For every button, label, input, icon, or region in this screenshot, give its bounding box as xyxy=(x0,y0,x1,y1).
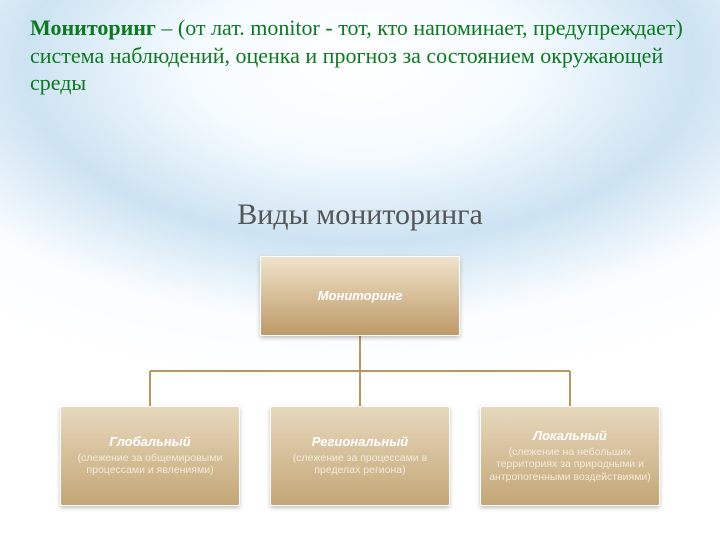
tree-child-node: Региональный (слежение за процессами в п… xyxy=(270,406,450,506)
node-subtitle: (слежение на небольших территориях за пр… xyxy=(489,446,651,482)
definition-block: Мониторинг – (от лат. monitor - тот, кто… xyxy=(30,14,690,97)
section-title: Виды мониторинга xyxy=(0,198,720,232)
diagram: Мониторинг Глобальный (слежение за общем… xyxy=(0,256,720,536)
definition-dash: – xyxy=(156,15,178,40)
connector xyxy=(149,371,151,406)
node-title: Глобальный xyxy=(109,435,190,450)
connector xyxy=(569,371,571,406)
node-title: Локальный xyxy=(533,429,607,444)
connector xyxy=(359,336,361,371)
node-title: Региональный xyxy=(312,435,409,450)
definition-term: Мониторинг xyxy=(30,15,156,40)
tree-root-node: Мониторинг xyxy=(260,256,460,336)
slide: Мониторинг – (от лат. monitor - тот, кто… xyxy=(0,0,720,540)
node-title: Мониторинг xyxy=(318,289,403,304)
node-subtitle: (слежение за процессами в пределах регио… xyxy=(279,452,441,476)
connector xyxy=(359,371,361,406)
definition-description: система наблюдений, оценка и прогноз за … xyxy=(30,43,663,96)
node-subtitle: (слежение за общемировыми процессами и я… xyxy=(69,452,231,476)
tree-child-node: Глобальный (слежение за общемировыми про… xyxy=(60,406,240,506)
definition-etymology: (от лат. monitor - тот, кто напоминает, … xyxy=(178,15,683,40)
tree-child-node: Локальный (слежение на небольших террито… xyxy=(480,406,660,506)
